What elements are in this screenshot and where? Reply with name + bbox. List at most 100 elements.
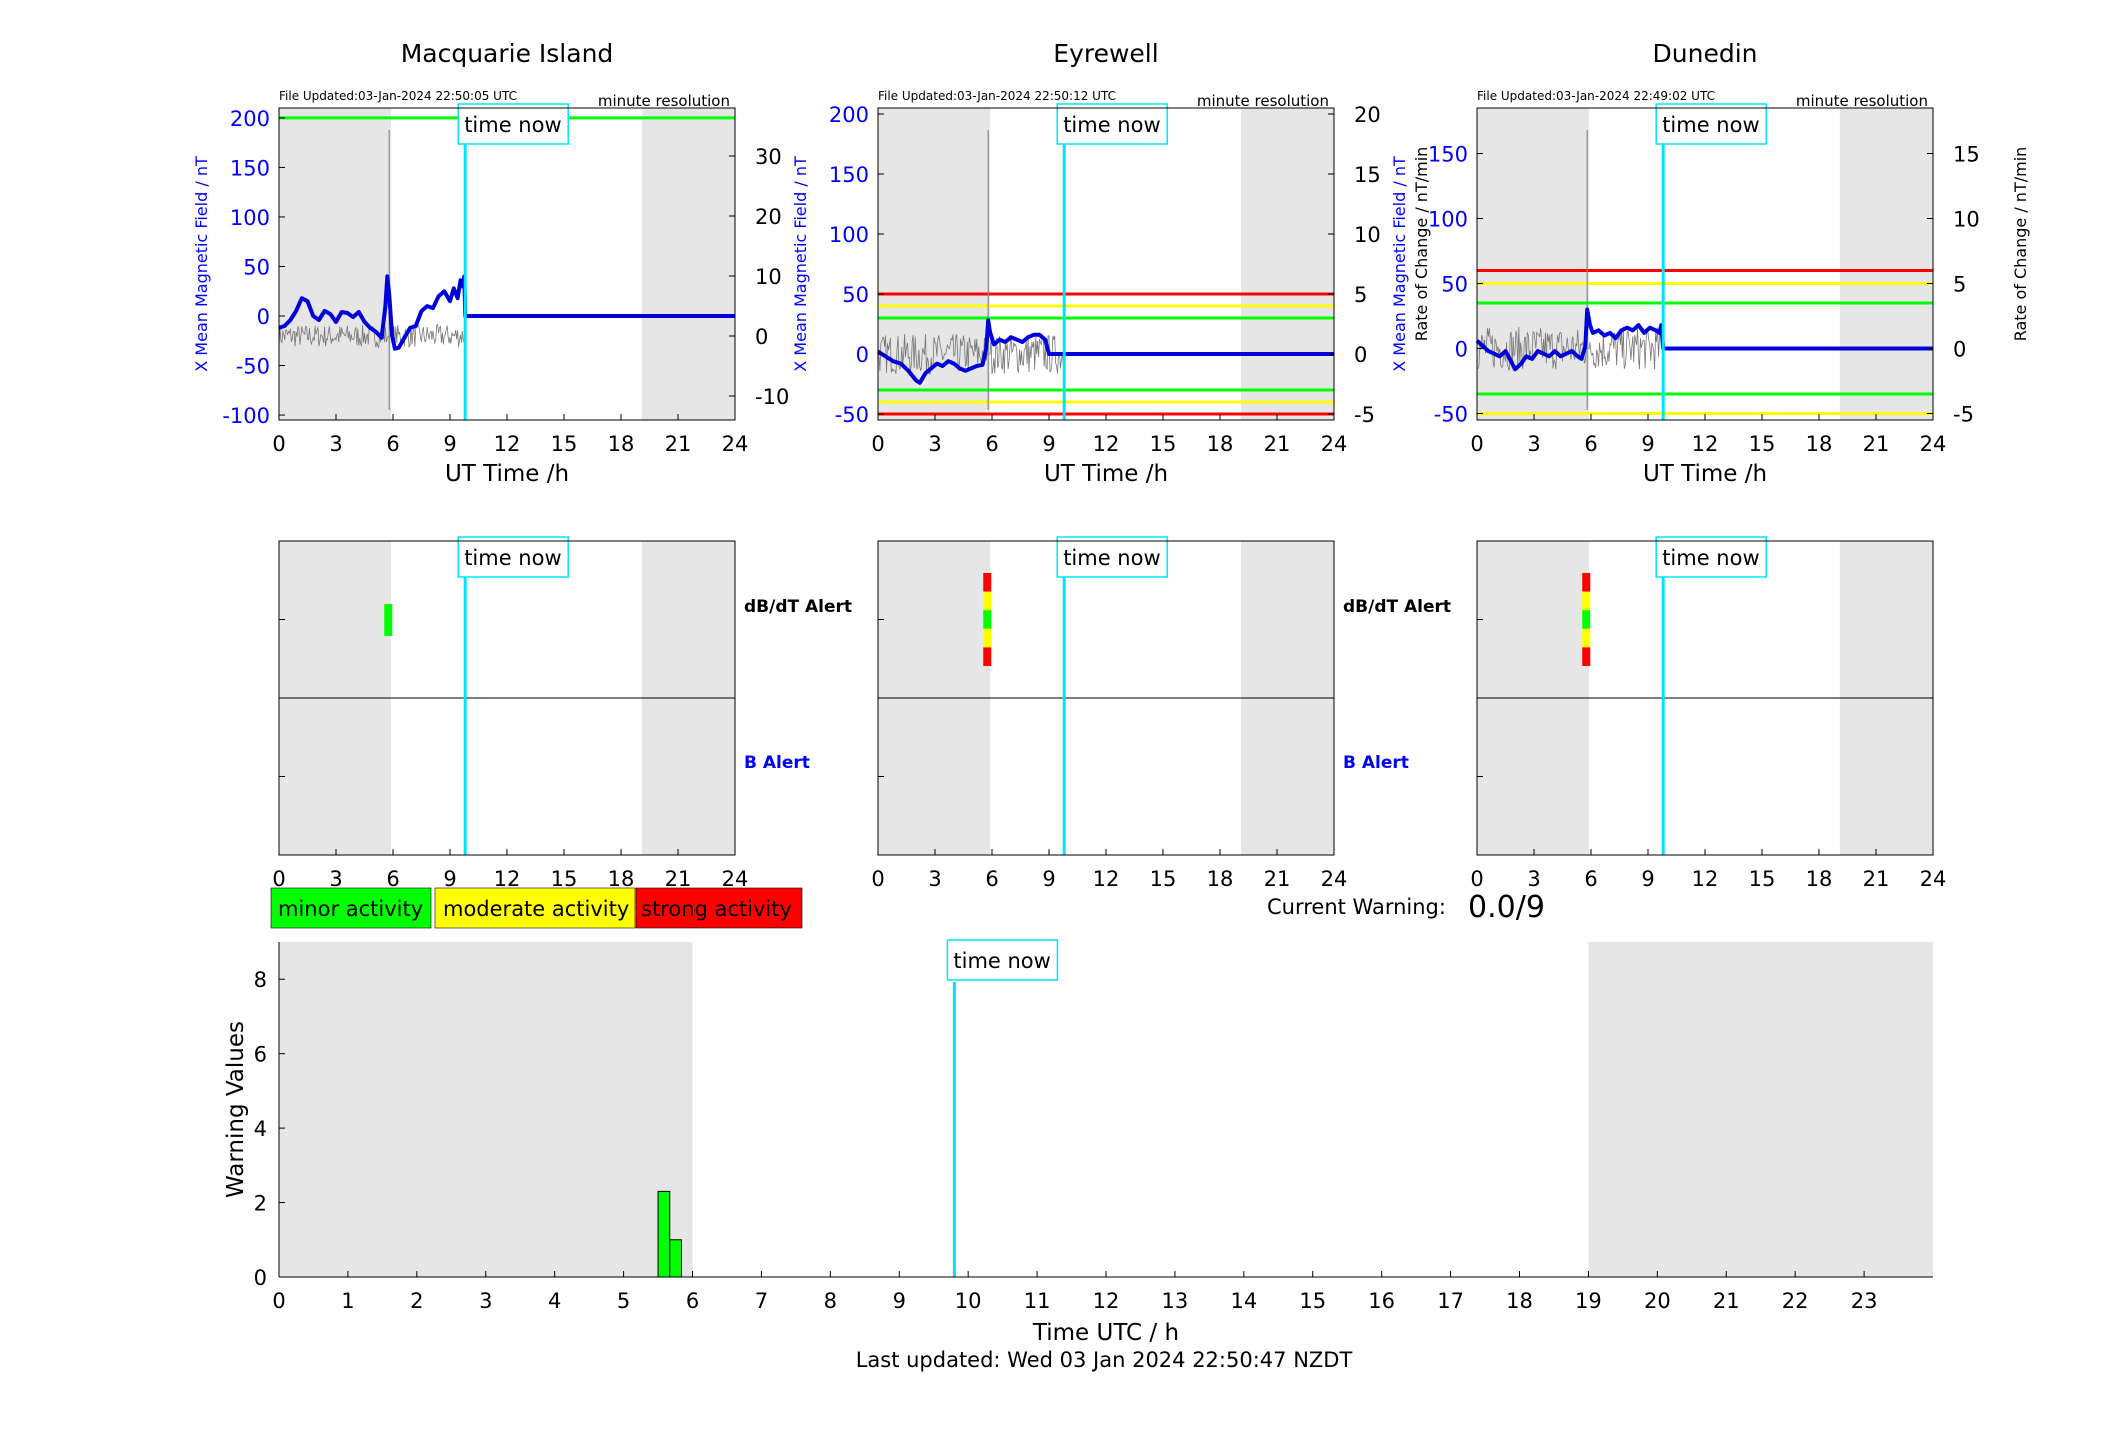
x-tick-label: 18 — [1207, 432, 1234, 456]
x-tick-label: 21 — [1713, 1289, 1740, 1313]
x-tick-label: 24 — [722, 867, 749, 891]
y2-tick-label: 10 — [1354, 223, 1381, 247]
alert-segment-minor — [1582, 610, 1591, 629]
dbdt-alert-label: dB/dT Alert — [1343, 597, 1451, 617]
time-now-box — [1056, 103, 1168, 145]
left-axis-label: X Mean Magnetic Field / nT — [192, 156, 211, 372]
alert-segment-moderate — [1582, 628, 1591, 648]
last-updated-text: Last updated: Wed 03 Jan 2024 22:50:47 N… — [856, 1348, 1353, 1372]
x-tick-label: 12 — [494, 432, 521, 456]
magnetic-field-trace — [278, 274, 735, 351]
station-title: Dunedin — [1653, 39, 1758, 68]
file-updated-text: File Updated:03-Jan-2024 22:50:12 UTC — [878, 89, 1116, 103]
y-tick-label: 50 — [243, 255, 270, 279]
station-panel-1: Eyrewell time now File Updated:03-Jan-2024… — [791, 39, 1431, 487]
x-tick-label: 9 — [893, 1289, 906, 1313]
station-panels: Macquarie Island time now File Updated:03-… — [192, 39, 2030, 487]
x-tick-label: 24 — [1920, 432, 1947, 456]
y-tick-label: 150 — [230, 156, 270, 180]
night-shading — [1839, 108, 1933, 420]
alert-segment-moderate — [983, 628, 992, 648]
y2-tick-label: -10 — [755, 385, 789, 409]
x-tick-label: 9 — [1641, 867, 1654, 891]
x-tick-label: 18 — [1506, 1289, 1533, 1313]
x-tick-label: 3 — [329, 432, 342, 456]
x-tick-label: 10 — [955, 1289, 982, 1313]
x-tick-label: 18 — [1806, 432, 1833, 456]
time-now-label: time now — [464, 113, 561, 137]
x-tick-label: 18 — [1806, 867, 1833, 891]
x-tick-label: 12 — [1093, 432, 1120, 456]
x-tick-label: 9 — [1641, 432, 1654, 456]
legend-strong-swatch — [635, 887, 803, 929]
legend-moderate-swatch — [434, 887, 636, 929]
x-tick-label: 15 — [1150, 867, 1177, 891]
dbdt-alert-label: dB/dT Alert — [744, 597, 852, 617]
time-now-box — [946, 939, 1059, 981]
legend-minor-label: minor activity — [278, 897, 423, 921]
x-tick-label: 18 — [608, 432, 635, 456]
y-tick-label: 100 — [1428, 208, 1468, 232]
activity-legend: minor activity moderate activity strong … — [270, 887, 803, 929]
x-tick-label: 15 — [551, 432, 578, 456]
x-tick-label: 12 — [1093, 867, 1120, 891]
time-now-box — [1056, 536, 1168, 578]
y-tick-label: -100 — [222, 404, 270, 428]
legend-strong-label: strong activity — [641, 897, 792, 921]
x-tick-label: 3 — [928, 432, 941, 456]
alert-panels: time now 0 3 6 9 12 15 18 21 24 dB/dT Alert B Alert… — [272, 536, 1946, 891]
x-axis-label: UT Time /h — [1044, 461, 1168, 487]
time-now-label: time now — [1662, 113, 1759, 137]
night-shading — [279, 108, 392, 420]
y-tick-label: 0 — [254, 1266, 267, 1290]
night-shading — [1588, 942, 1933, 1277]
alert-segment-minor — [384, 604, 393, 636]
x-tick-label: 15 — [551, 867, 578, 891]
x-tick-label: 4 — [548, 1289, 561, 1313]
x-tick-label: 23 — [1851, 1289, 1878, 1313]
x-tick-label: 0 — [272, 867, 285, 891]
resolution-text: minute resolution — [1796, 92, 1928, 110]
x-tick-label: 3 — [329, 867, 342, 891]
x-tick-label: 6 — [1584, 432, 1597, 456]
magnetic-field-trace — [876, 318, 1334, 385]
y-tick-label: -50 — [1434, 403, 1468, 427]
magnetic-field-trace — [1475, 307, 1933, 372]
x-tick-label: 19 — [1575, 1289, 1602, 1313]
x-tick-label: 0 — [1470, 432, 1483, 456]
y2-tick-label: 20 — [755, 205, 782, 229]
time-now-label: time now — [1063, 113, 1160, 137]
x-tick-label: 0 — [871, 867, 884, 891]
y-tick-label: 2 — [254, 1192, 267, 1216]
x-tick-label: 22 — [1782, 1289, 1809, 1313]
x-tick-label: 6 — [386, 867, 399, 891]
right-axis-label: Rate of Change / nT/min — [1412, 147, 1431, 342]
x-tick-label: 18 — [608, 867, 635, 891]
warning-bar — [657, 1190, 671, 1278]
x-tick-label: 6 — [1584, 867, 1597, 891]
station-title: Eyrewell — [1053, 39, 1158, 68]
current-warning-value: 0.0/9 — [1468, 890, 1545, 925]
x-tick-label: 3 — [928, 867, 941, 891]
x-tick-label: 3 — [1527, 867, 1540, 891]
y-tick-label: 150 — [1428, 143, 1468, 167]
x-tick-label: 0 — [1470, 867, 1483, 891]
station-panel-2: Dunedin time now File Updated:03-Jan-2024 … — [1390, 39, 2030, 487]
x-tick-label: 21 — [665, 432, 692, 456]
night-shading — [279, 942, 693, 1277]
x-tick-label: 15 — [1299, 1289, 1326, 1313]
file-updated-text: File Updated:03-Jan-2024 22:50:05 UTC — [279, 89, 517, 103]
right-axis-label: Rate of Change / nT/min — [2011, 147, 2030, 342]
x-tick-label: 5 — [617, 1289, 630, 1313]
x-tick-label: 24 — [1321, 432, 1348, 456]
x-tick-label: 9 — [443, 432, 456, 456]
y-tick-label: 150 — [829, 163, 869, 187]
alert-segment-strong — [1582, 647, 1591, 666]
x-tick-label: 6 — [386, 432, 399, 456]
alert-segment-moderate — [1582, 591, 1591, 611]
y-tick-label: 4 — [254, 1117, 267, 1141]
x-tick-label: 11 — [1024, 1289, 1051, 1313]
legend-moderate-label: moderate activity — [443, 897, 629, 921]
x-tick-label: 20 — [1644, 1289, 1671, 1313]
y2-tick-label: -5 — [1953, 403, 1974, 427]
